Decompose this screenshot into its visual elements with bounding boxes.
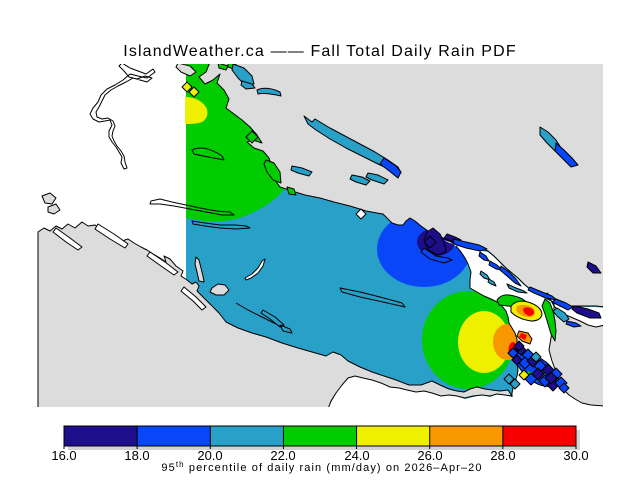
svg-text:95th percentile of daily rain: 95th percentile of daily rain (mm/day) o… <box>161 460 482 474</box>
svg-text:22.0: 22.0 <box>270 448 295 463</box>
svg-text:28.0: 28.0 <box>490 448 515 463</box>
svg-text:20.0: 20.0 <box>197 448 222 463</box>
svg-text:18.0: 18.0 <box>124 448 149 463</box>
svg-text:24.0: 24.0 <box>344 448 369 463</box>
svg-text:26.0: 26.0 <box>417 448 442 463</box>
svg-text:IslandWeather.ca —— Fall Total: IslandWeather.ca —— Fall Total Daily Rai… <box>123 43 517 60</box>
svg-text:16.0: 16.0 <box>51 448 76 463</box>
svg-text:30.0: 30.0 <box>563 448 588 463</box>
